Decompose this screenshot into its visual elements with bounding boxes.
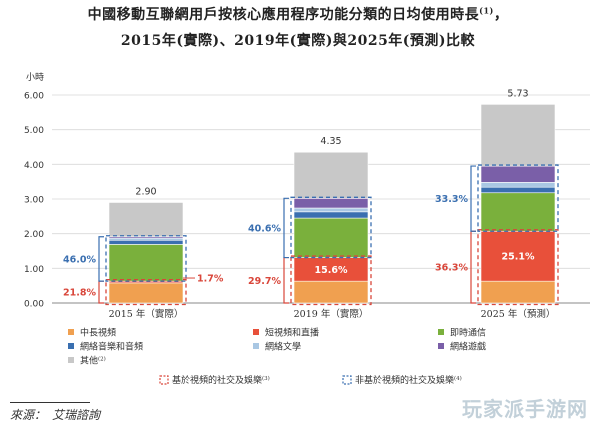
y-tick-label: 6.00 — [24, 92, 44, 102]
legend-box-swatch — [342, 375, 352, 385]
legend-swatch — [68, 357, 74, 363]
legend-label: 網絡音樂和音頻 — [80, 341, 143, 353]
legend-label: 網絡遊戲 — [450, 341, 486, 353]
bar-segment — [293, 211, 369, 219]
y-tick-label: 2.00 — [24, 230, 44, 240]
video-social-bracket — [470, 230, 476, 304]
total-label: 4.35 — [320, 136, 341, 147]
video-social-bracket — [283, 256, 289, 304]
bar-segment — [293, 151, 369, 199]
bar-segment — [480, 104, 556, 167]
chart-title-text: 中國移動互聯網用戶按核心應用程序功能分類的日均使用時長 — [87, 7, 480, 23]
total-label: 5.73 — [507, 88, 528, 99]
y-tick-label: 3.00 — [24, 196, 44, 206]
bar-segment — [480, 280, 556, 304]
bar-segment — [480, 230, 556, 282]
bar-segment — [480, 186, 556, 194]
video-social-box — [290, 255, 372, 306]
legend-box-note: (4) — [454, 375, 462, 382]
bar-segment — [293, 217, 369, 258]
y-tick-label: 4.00 — [24, 161, 44, 171]
video-social-bracket — [98, 280, 104, 304]
non-video-pct-label: 33.3% — [435, 194, 468, 205]
short-video-pct-label: 1.7% — [197, 274, 224, 285]
bar-segment — [293, 280, 369, 304]
y-axis-label: 小時 — [26, 72, 44, 83]
source-divider — [10, 402, 90, 403]
legend-label: 其他(2) — [80, 355, 106, 367]
bar-segment — [108, 237, 184, 241]
video-social-box — [105, 279, 187, 306]
short-video-pct-label: 25.1% — [502, 252, 535, 263]
legend-label: 中長視頻 — [80, 327, 116, 339]
legend-note: (2) — [98, 356, 106, 363]
video-social-pct-label: 36.3% — [435, 263, 468, 274]
y-tick-label: 0.00 — [24, 300, 44, 310]
legend-label: 即時通信 — [450, 327, 486, 339]
non-video-box — [477, 164, 559, 232]
bar-segment — [108, 282, 184, 304]
watermark: 玩家派手游网 — [462, 397, 588, 421]
legend-box-note: (3) — [262, 375, 270, 382]
legend-label: 網絡文學 — [265, 341, 301, 353]
bar-segment — [480, 192, 556, 232]
legend-swatch — [438, 329, 444, 335]
legend-swatch — [253, 329, 259, 335]
legend-swatch — [438, 343, 444, 349]
legend-swatch — [253, 343, 259, 349]
non-video-pct-label: 40.6% — [248, 223, 281, 234]
legend-swatch — [68, 329, 74, 335]
non-video-bracket — [283, 197, 289, 259]
legend-box-label: 非基於視頻的社交及娛樂(4) — [355, 374, 462, 386]
bar-segment — [480, 165, 556, 183]
y-tick-label: 1.00 — [24, 265, 44, 275]
video-social-pct-label: 21.8% — [63, 288, 96, 299]
total-label: 2.90 — [135, 186, 156, 197]
title-note: (1) — [479, 5, 494, 16]
non-video-pct-label: 46.0% — [63, 254, 96, 265]
legend-box-swatch — [159, 375, 169, 385]
bar-segment — [108, 202, 184, 238]
chart-title-line1: 中國移動互聯網用戶按核心應用程序功能分類的日均使用時長(1)， — [0, 4, 596, 24]
bar-segment — [480, 182, 556, 188]
x-tick-label: 2019 年（實際） — [294, 308, 369, 320]
legend-box-label: 基於視頻的社交及娛樂(3) — [172, 374, 270, 386]
chart-title-line2: 2015年(實際)、2019年(實際)與2025年(預測)比較 — [120, 33, 476, 49]
legend-label: 短視頻和直播 — [265, 327, 319, 339]
source-text: 來源： 艾瑞諮詢 — [10, 408, 101, 422]
title-comma: ， — [493, 7, 509, 23]
bar-segment — [108, 239, 184, 245]
y-tick-label: 5.00 — [24, 126, 44, 136]
short-video-pct-label: 15.6% — [315, 265, 348, 276]
bar-segment — [108, 244, 184, 282]
non-video-bracket — [98, 236, 104, 282]
x-tick-label: 2025 年（預測） — [481, 308, 556, 320]
legend-swatch — [68, 343, 74, 349]
video-social-pct-label: 29.7% — [248, 276, 281, 287]
bar-segment — [293, 207, 369, 213]
bar-segment — [293, 198, 369, 209]
x-tick-label: 2015 年（實際） — [109, 308, 184, 320]
non-video-bracket — [470, 165, 476, 232]
